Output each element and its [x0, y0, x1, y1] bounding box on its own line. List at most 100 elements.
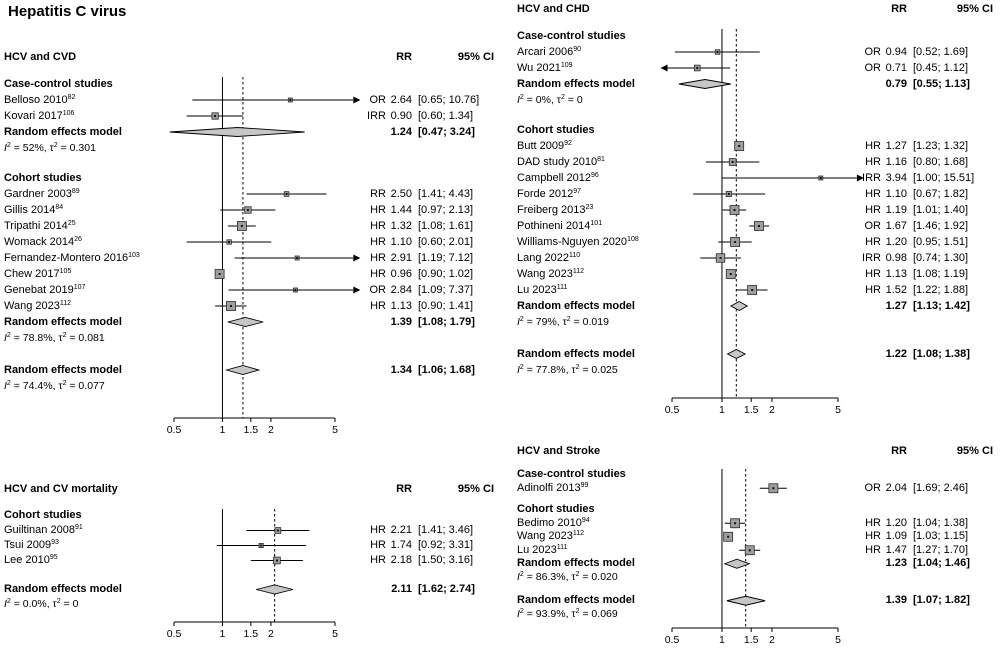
pooled-label: Random effects model — [4, 364, 122, 376]
study-row: Freiberg 201323 HR 1.19 [1.01; 1.40] — [505, 202, 998, 218]
ci-right-arrow — [856, 174, 864, 182]
ci-value: [1.00; 15.51] — [913, 172, 975, 184]
effect-center-dot — [228, 241, 231, 243]
group-label: Cohort studies — [4, 172, 82, 184]
panel-title: HCV and CHD — [517, 3, 590, 15]
effect-center-dot — [727, 535, 730, 538]
pooled-diamond — [227, 317, 264, 327]
ci-value: [0.74; 1.30] — [913, 252, 969, 264]
estimate-value: 1.20 — [885, 236, 907, 248]
measure-label: OR — [864, 62, 882, 74]
study-row: Genebat 2019107 OR 2.84 [1.09; 7.37] — [2, 282, 498, 298]
heterogeneity-label: I2 = 78.8%, τ2 = 0.081 — [4, 332, 105, 344]
group-label: Cohort studies — [517, 124, 595, 136]
pooled-ci-value: [1.06; 1.68] — [418, 364, 475, 376]
measure-label: HR — [865, 140, 881, 152]
ci-value: [0.97; 2.13] — [418, 204, 474, 216]
ci-value: [0.67; 1.82] — [913, 188, 969, 200]
study-label: Guiltinan 200891 — [4, 524, 83, 536]
measure-label: OR — [369, 94, 387, 106]
x-axis-tick-label: 1 — [220, 424, 226, 436]
group-row: Cohort studies — [505, 122, 998, 138]
measure-label: HR — [370, 300, 386, 312]
effect-center-dot — [751, 289, 754, 291]
study-row: Wang 2023112 HR 1.13 [0.90; 1.41] — [2, 298, 498, 314]
pooled-row: Random effects model 1.27 [1.13; 1.42] — [505, 298, 998, 314]
effect-center-dot — [734, 522, 737, 525]
panel-header: HCV and CVD RR 95% CI — [2, 50, 498, 64]
measure-label: HR — [865, 188, 881, 200]
pooled-row: Random effects model 1.39 [1.08; 1.79] — [2, 314, 498, 330]
panel-header: HCV and Stroke RR 95% CI — [505, 444, 998, 458]
group-label: Cohort studies — [517, 503, 595, 515]
study-row: Gardner 200389 RR 2.50 [1.41; 4.43] — [2, 186, 498, 202]
effect-center-dot — [772, 487, 775, 490]
estimate-value: 3.94 — [885, 172, 907, 184]
study-label: Arcari 200690 — [517, 46, 582, 58]
heterogeneity-label: I2 = 74.4%, τ2 = 0.077 — [4, 380, 105, 392]
column-header-rr: RR — [396, 51, 412, 63]
study-label: Belloso 201082 — [4, 94, 76, 106]
estimate-value: 1.13 — [885, 268, 907, 280]
ci-value: [0.92; 3.31] — [418, 539, 474, 551]
measure-label: HR — [865, 204, 881, 216]
pooled-ci-value: [1.07; 1.82] — [913, 594, 970, 606]
pooled-ci-value: [1.08; 1.38] — [913, 348, 970, 360]
estimate-value: 1.20 — [885, 516, 907, 529]
pooled-row: Random effects model 0.79 [0.55; 1.13] — [505, 76, 998, 92]
measure-label: HR — [370, 236, 386, 248]
ci-value: [1.27; 1.70] — [913, 543, 969, 556]
study-row: Adinolfi 201399 OR 2.04 [1.69; 2.46] — [505, 482, 998, 496]
pooled-row: Random effects model 1.24 [0.47; 3.24] — [2, 124, 498, 140]
estimate-value: 0.94 — [885, 46, 907, 58]
x-axis-tick-label: 0.5 — [167, 628, 182, 640]
study-row: Lang 2022110 IRR 0.98 [0.74; 1.30] — [505, 250, 998, 266]
effect-center-dot — [738, 145, 741, 147]
measure-label: OR — [369, 284, 387, 296]
ci-value: [1.22; 1.88] — [913, 284, 969, 296]
effect-center-dot — [296, 257, 299, 259]
study-row: Fernandez-Montero 2016103 HR 2.91 [1.19; 7.… — [2, 250, 498, 266]
ci-value: [1.08; 1.19] — [913, 268, 969, 280]
x-axis-tick-label: 0.5 — [167, 424, 182, 436]
measure-label: HR — [865, 516, 881, 529]
study-label: Womack 201426 — [4, 236, 82, 248]
pooled-ci-value: [1.62; 2.74] — [418, 583, 475, 595]
study-row: Forde 201297 HR 1.10 [0.67; 1.82] — [505, 186, 998, 202]
x-axis-tick-label: 1.5 — [744, 634, 759, 646]
estimate-value: 1.16 — [885, 156, 907, 168]
ci-left-arrow — [660, 64, 668, 72]
study-row: Williams-Nguyen 2020108 HR 1.20 [0.95; 1.51… — [505, 234, 998, 250]
study-row: Wang 2023112 HR 1.13 [1.08; 1.19] — [505, 266, 998, 282]
pooled-diamond — [726, 595, 766, 606]
ci-value: [1.46; 1.92] — [913, 220, 969, 232]
column-header-rr: RR — [891, 445, 907, 457]
group-label: Case-control studies — [517, 30, 626, 42]
measure-label: OR — [864, 481, 882, 494]
ci-value: [0.80; 1.68] — [913, 156, 969, 168]
pooled-estimate-value: 2.11 — [391, 583, 412, 595]
x-axis-tick-label: 1 — [719, 634, 725, 646]
study-row: Butt 200992 HR 1.27 [1.23; 1.32] — [505, 138, 998, 154]
measure-label: HR — [865, 284, 881, 296]
group-row: Cohort studies — [2, 170, 498, 186]
estimate-value: 2.18 — [390, 554, 412, 566]
study-label: Gillis 201484 — [4, 204, 64, 216]
estimate-value: 1.10 — [885, 188, 907, 200]
effect-center-dot — [716, 51, 719, 53]
study-label: Tsui 200993 — [4, 539, 59, 551]
effect-center-dot — [276, 529, 279, 532]
effect-center-dot — [819, 177, 822, 179]
effect-center-dot — [731, 161, 734, 163]
x-axis-tick-label: 2 — [268, 628, 274, 640]
measure-label: OR — [864, 220, 882, 232]
x-axis-tick-label: 1 — [719, 404, 725, 416]
measure-label: HR — [865, 156, 881, 168]
panel-stroke: 0.5 1 1.5 2 5 HCV and Stroke RR 95% CI Case-cont… — [505, 444, 998, 652]
group-label: Cohort studies — [4, 509, 82, 521]
study-label: Lang 2022110 — [517, 252, 581, 264]
study-label: Tripathi 201425 — [4, 220, 76, 232]
study-row: Tripathi 201425 HR 1.32 [1.08; 1.61] — [2, 218, 498, 234]
pooled-row: Random effects model 1.23 [1.04; 1.46] — [505, 557, 998, 571]
pooled-estimate-value: 1.24 — [390, 126, 412, 138]
